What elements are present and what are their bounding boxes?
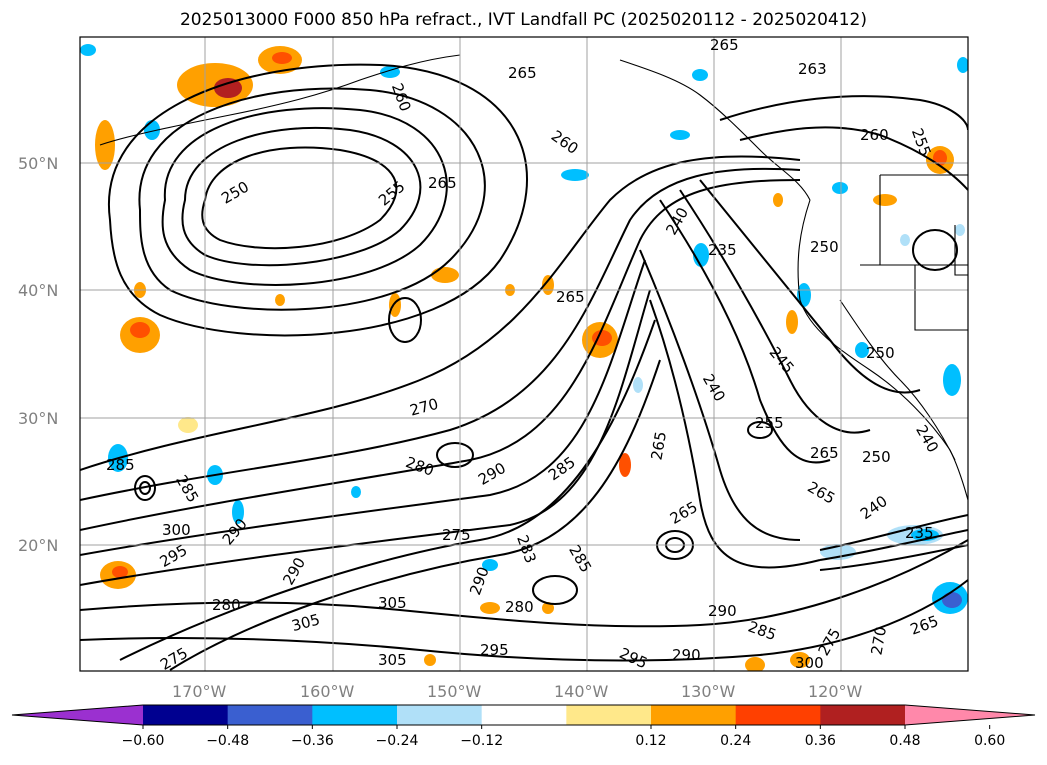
contour-label: 265 bbox=[710, 36, 739, 54]
lat-label: 30°N bbox=[18, 409, 58, 428]
longitude-labels: 170°W 160°W 150°W 140°W 130°W 120°W bbox=[172, 682, 863, 701]
lon-label: 120°W bbox=[808, 682, 863, 701]
lat-label: 50°N bbox=[18, 154, 58, 173]
contour-label: 265 bbox=[647, 430, 670, 461]
colorbar-tick-label: 0.24 bbox=[720, 733, 751, 749]
contour-label: 265 bbox=[508, 64, 537, 82]
contour-label: 260 bbox=[860, 126, 889, 144]
colorbar-box bbox=[312, 705, 398, 725]
contour-label: 263 bbox=[798, 60, 827, 78]
colorbar-tick-label: 0.60 bbox=[974, 733, 1005, 749]
map-frame bbox=[79, 36, 969, 672]
contour-label: 285 bbox=[106, 456, 135, 474]
colorbar-box bbox=[481, 705, 567, 725]
contour-label: 250 bbox=[866, 344, 895, 362]
contour-label: 290 bbox=[672, 646, 701, 664]
contour-label: 265 bbox=[428, 174, 457, 192]
contour-label: 265 bbox=[810, 444, 839, 462]
map-background bbox=[80, 37, 968, 671]
lon-label: 130°W bbox=[681, 682, 736, 701]
contour-label: 265 bbox=[556, 288, 585, 306]
contour-label: 255 bbox=[755, 414, 784, 432]
colorbar-box bbox=[397, 705, 483, 725]
gridlines bbox=[80, 37, 968, 671]
contour-label: 300 bbox=[162, 521, 191, 539]
contour-label: 290 bbox=[708, 602, 737, 620]
colorbar-tick-label: −0.36 bbox=[291, 733, 334, 749]
contour-label: 305 bbox=[378, 594, 407, 612]
colorbar-tick-label: 0.36 bbox=[805, 733, 836, 749]
lon-label: 150°W bbox=[427, 682, 482, 701]
contour-label: 235 bbox=[708, 241, 737, 259]
colorbar-tick-label: 0.12 bbox=[635, 733, 666, 749]
contour-label: 250 bbox=[810, 238, 839, 256]
colorbar-tick-label: −0.12 bbox=[460, 733, 503, 749]
lon-label: 140°W bbox=[554, 682, 609, 701]
colorbar-tick-label: −0.60 bbox=[122, 733, 165, 749]
contour-label: 305 bbox=[378, 651, 407, 669]
contour-label: 270 bbox=[867, 625, 890, 656]
contour-label: 280 bbox=[505, 598, 534, 616]
contour-label: 295 bbox=[480, 641, 509, 659]
map-title: 2025013000 F000 850 hPa refract., IVT La… bbox=[179, 10, 867, 30]
colorbar-box bbox=[735, 705, 821, 725]
coastlines bbox=[99, 54, 968, 501]
colorbar-tick-label: −0.48 bbox=[206, 733, 249, 749]
colorbar-extend-low bbox=[12, 705, 143, 725]
colorbar-tick-label: −0.24 bbox=[376, 733, 419, 749]
lat-label: 20°N bbox=[18, 536, 58, 555]
contour-label: 280 bbox=[212, 596, 241, 614]
lon-label: 170°W bbox=[172, 682, 227, 701]
colorbar-extend-high bbox=[905, 705, 1035, 725]
colorbar-box bbox=[143, 705, 229, 725]
lon-label: 160°W bbox=[300, 682, 355, 701]
contour-label: 275 bbox=[442, 526, 471, 544]
contour-label: 250 bbox=[862, 448, 891, 466]
colorbar: −0.60 −0.48 −0.36 −0.24 −0.12 0.12 0.24 0.36 0.4… bbox=[11, 704, 1036, 749]
colorbar-box bbox=[227, 705, 313, 725]
contour-label: 300 bbox=[795, 654, 824, 672]
colorbar-tick-label: 0.48 bbox=[889, 733, 920, 749]
colorbar-box bbox=[820, 705, 906, 725]
colorbar-box bbox=[566, 705, 652, 725]
colorbar-box bbox=[651, 705, 737, 725]
contour-label: 235 bbox=[905, 524, 934, 542]
lat-label: 40°N bbox=[18, 281, 58, 300]
latitude-labels: 50°N 40°N 30°N 20°N bbox=[18, 154, 58, 555]
